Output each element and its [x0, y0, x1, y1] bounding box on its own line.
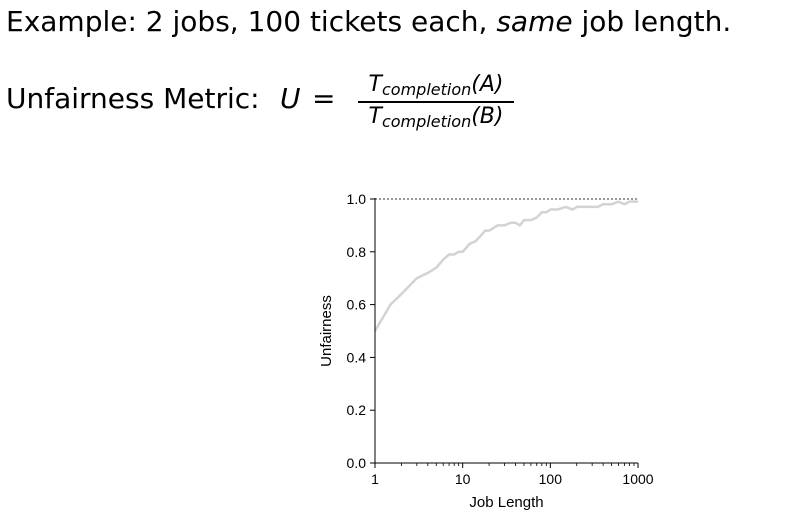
example-suffix: job length.: [572, 5, 732, 38]
y-tick-label: 0.8: [347, 244, 367, 260]
numerator-symbol: T: [368, 72, 382, 97]
metric-label: Unfairness Metric:: [6, 82, 260, 115]
metric-fraction: Tcompletion(A) Tcompletion(B): [356, 70, 516, 134]
x-tick-label: 1: [371, 471, 379, 487]
fraction-bar: [358, 101, 514, 103]
metric-variable: U: [280, 82, 301, 115]
y-tick-label: 0.2: [347, 402, 367, 418]
numerator-argument: (A): [471, 72, 504, 97]
x-axis-label: Job Length: [469, 494, 543, 511]
fraction-numerator: Tcompletion(A): [356, 72, 516, 103]
chart-layer: 0.0 0.2 0.4 0.6 0.8 1.0 1 10 100 1000 Job Length Un…: [318, 191, 654, 511]
numerator-subscript: completion: [381, 80, 472, 99]
example-emphasis: same: [496, 5, 573, 38]
fraction-denominator: Tcompletion(B): [356, 104, 516, 135]
x-tick-label: 10: [455, 471, 471, 487]
y-tick-label: 0.6: [347, 297, 367, 313]
denominator-symbol: T: [368, 104, 382, 129]
denominator-argument: (B): [471, 104, 504, 129]
y-tick-label: 0.0: [347, 455, 367, 471]
example-prefix: Example: 2 jobs, 100 tickets each,: [6, 5, 497, 38]
equals-sign: =: [312, 82, 336, 115]
example-heading: Example: 2 jobs, 100 tickets each, same …: [6, 2, 731, 42]
x-tick-label: 100: [539, 471, 563, 487]
y-axis-label: Unfairness: [318, 295, 335, 367]
x-tick-label: 1000: [622, 471, 653, 487]
denominator-subscript: completion: [381, 112, 472, 131]
unfairness-series-line: [373, 200, 638, 332]
y-tick-label: 1.0: [347, 191, 367, 207]
y-tick-label: 0.4: [347, 349, 367, 365]
